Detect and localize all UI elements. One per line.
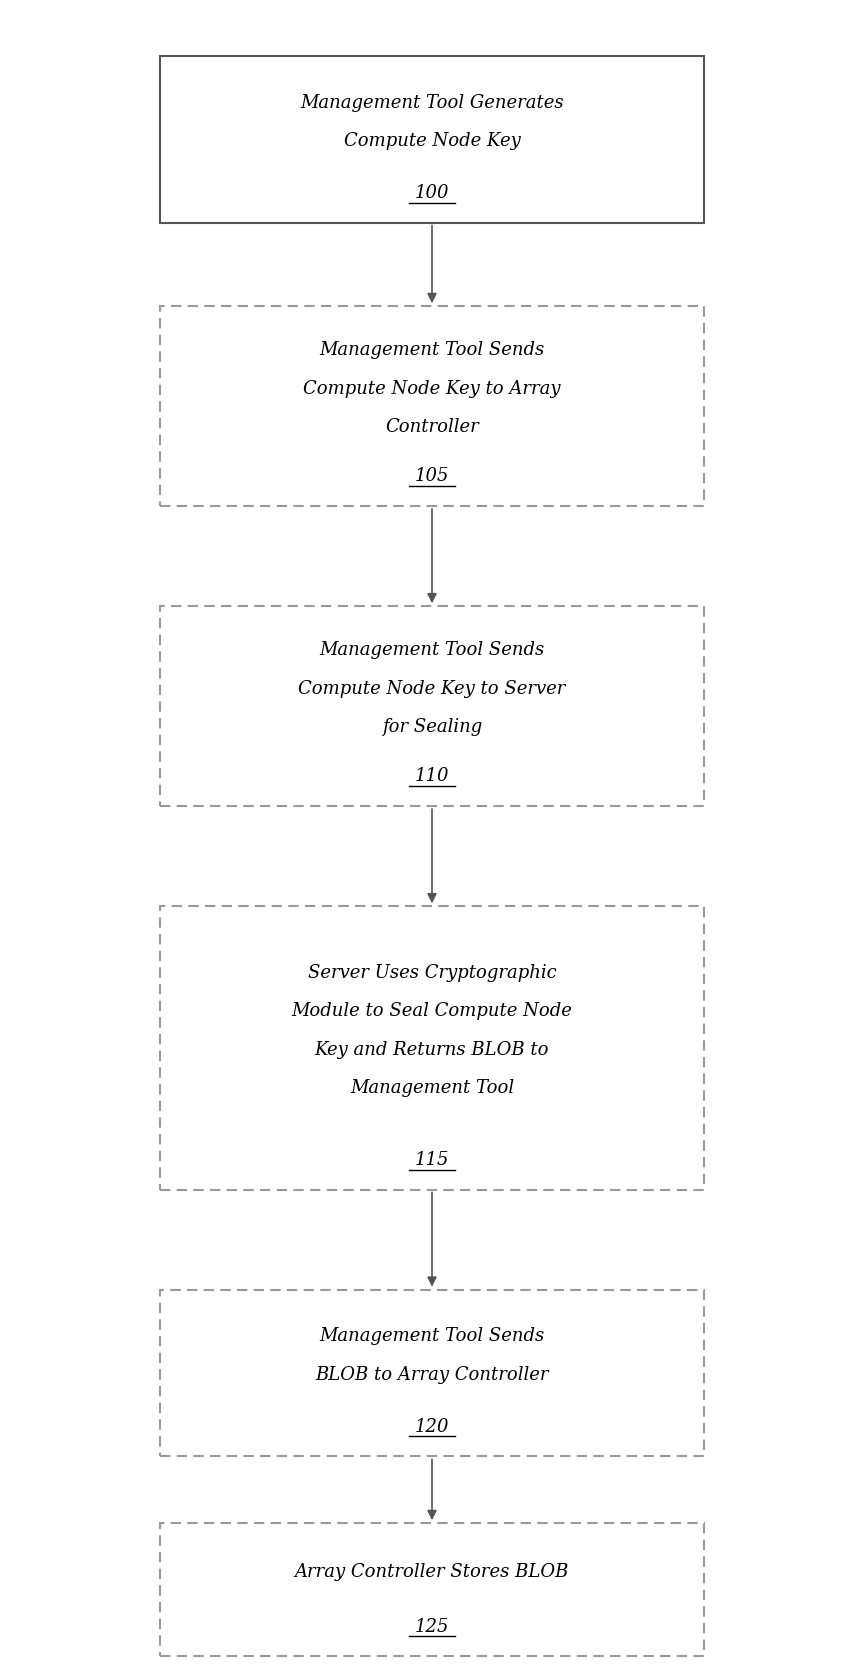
Text: 100: 100 [415,183,449,202]
Text: Management Tool Sends: Management Tool Sends [320,642,544,659]
Text: 110: 110 [415,768,449,785]
FancyBboxPatch shape [160,606,704,806]
Text: Management Tool: Management Tool [350,1079,514,1097]
Text: Module to Seal Compute Node: Module to Seal Compute Node [291,1001,573,1020]
FancyBboxPatch shape [160,907,704,1189]
Text: 120: 120 [415,1416,449,1435]
Text: Compute Node Key to Server: Compute Node Key to Server [298,679,566,697]
Text: Key and Returns BLOB to: Key and Returns BLOB to [314,1040,550,1058]
FancyBboxPatch shape [160,1290,704,1457]
Text: Compute Node Key: Compute Node Key [344,133,520,150]
Text: Management Tool Sends: Management Tool Sends [320,1327,544,1344]
Text: BLOB to Array Controller: BLOB to Array Controller [315,1364,549,1383]
Text: for Sealing: for Sealing [382,717,482,736]
Text: 105: 105 [415,467,449,486]
Text: Management Tool Generates: Management Tool Generates [300,94,564,113]
FancyBboxPatch shape [160,1524,704,1656]
Text: Compute Node Key to Array: Compute Node Key to Array [303,380,561,398]
FancyBboxPatch shape [160,57,704,223]
Text: Server Uses Cryptographic: Server Uses Cryptographic [308,963,556,981]
Text: Controller: Controller [385,418,479,435]
Text: Management Tool Sends: Management Tool Sends [320,341,544,360]
FancyBboxPatch shape [160,307,704,507]
Text: 115: 115 [415,1151,449,1168]
Text: 125: 125 [415,1616,449,1635]
Text: Array Controller Stores BLOB: Array Controller Stores BLOB [295,1562,569,1581]
